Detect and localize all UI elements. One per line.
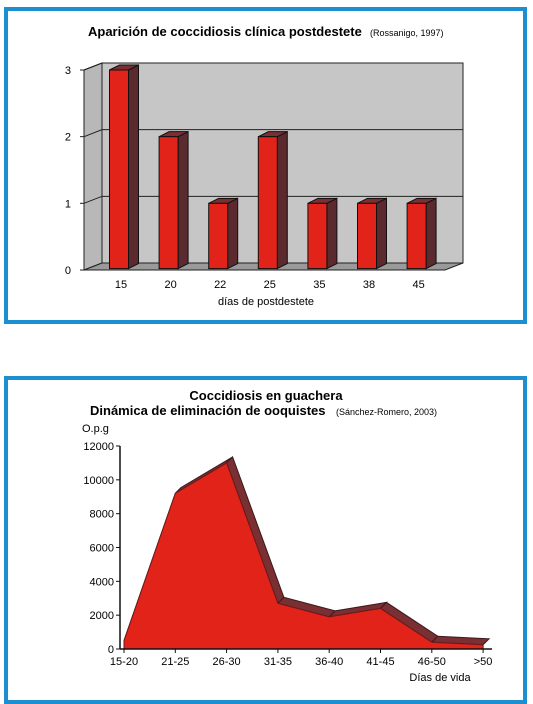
chart2-x-tick-label: 21-25	[161, 656, 189, 668]
chart1-bar	[357, 197, 387, 270]
chart2-x-tick-label: 46-50	[418, 656, 446, 668]
chart1-y-tick-label: 3	[65, 65, 71, 77]
chart1-bar	[307, 197, 338, 270]
chart2-y-tick-label: 6000	[90, 543, 114, 555]
chart2-y-tick-label: 12000	[83, 441, 114, 453]
chart1-x-tick-label: 25	[264, 279, 276, 291]
chart2-x-tick-label: 31-35	[264, 656, 292, 668]
chart1-gridline	[83, 62, 463, 71]
chart1-bar-front	[158, 136, 179, 270]
chart1-title: Aparición de coccidiosis clínica postdes…	[88, 24, 362, 39]
chart1-bar	[109, 64, 139, 270]
chart1-bar	[158, 130, 189, 270]
chart1-bar-front	[307, 202, 328, 270]
chart1-bar-front	[208, 202, 229, 270]
chart2-y-axis-label: O.p.g	[82, 423, 109, 435]
chart2-x-tick-label: 26-30	[213, 656, 241, 668]
chart1-x-tick-label: 45	[412, 279, 424, 291]
chart1-gridline	[83, 195, 463, 204]
chart1-x-tick-label: 15	[115, 279, 127, 291]
chart2-x-tick-label: >50	[474, 656, 493, 668]
chart2-x-tick-label: 36-40	[315, 656, 343, 668]
chart1-bar-front	[406, 202, 427, 270]
chart1-bar	[406, 197, 437, 270]
chart2-citation: (Sánchez-Romero, 2003)	[336, 407, 437, 417]
chart2-x-tick-label: 41-45	[366, 656, 394, 668]
chart2-subtitle: Dinámica de eliminación de ooquistes	[90, 403, 326, 418]
chart2-x-tick-label: 15-20	[110, 656, 138, 668]
chart1-bar-front	[109, 69, 129, 270]
chart1-x-tick-label: 35	[313, 279, 325, 291]
chart1-bar	[208, 197, 239, 270]
chart2-y-tick-label: 4000	[90, 576, 114, 588]
chart2-y-tick-label: 10000	[83, 475, 114, 487]
chart1-y-tick-label: 0	[65, 265, 71, 277]
chart2-y-tick-label: 2000	[90, 610, 114, 622]
chart1-bar	[257, 130, 288, 270]
chart2-y-tick-label: 0	[108, 644, 114, 656]
chart1-bar-front	[357, 202, 377, 270]
chart2-y-tick-label: 8000	[90, 509, 114, 521]
chart2-x-axis-label: Días de vida	[409, 672, 471, 684]
chart2-title: Coccidiosis en guachera	[189, 388, 343, 403]
chart1-gridline	[83, 129, 463, 138]
chart2-area-front	[123, 462, 484, 650]
chart1-y-tick-label: 1	[65, 198, 71, 210]
chart1-x-axis-label: días de postdestete	[218, 296, 314, 308]
chart1-x-tick-label: 38	[363, 279, 375, 291]
chart1-citation: (Rossanigo, 1997)	[370, 28, 444, 38]
chart1-x-tick-label: 22	[214, 279, 226, 291]
chart1-x-tick-label: 20	[164, 279, 176, 291]
chart1-bar-front	[257, 136, 278, 270]
chart1-y-tick-label: 2	[65, 132, 71, 144]
